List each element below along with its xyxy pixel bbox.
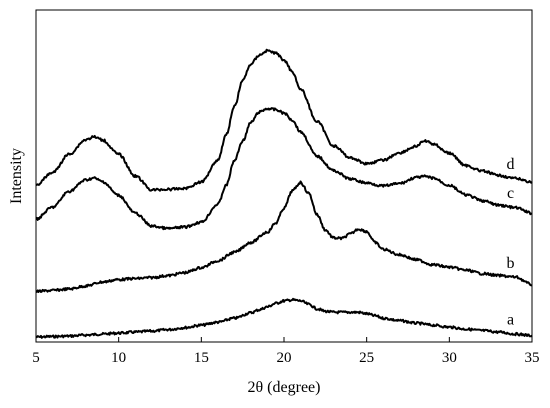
series-line-d [35,48,533,192]
series-line-a [35,297,533,339]
series-line-b [35,180,533,293]
x-tick-label: 35 [525,350,540,366]
series-line-c [35,107,533,231]
x-tick-label: 5 [32,350,40,366]
series-label-layer: a b cd [507,156,515,329]
y-axis-title: Intensity [8,148,25,204]
x-tick-label: 30 [442,350,457,366]
x-axis: 5 10 15 20 25 30 35 [32,337,540,366]
series-label-d: d [507,156,515,173]
x-tick-label: 15 [194,350,209,366]
series-layer [35,48,533,339]
x-axis-title: 2θ (degree) [248,379,321,396]
x-tick-label: 20 [277,350,292,366]
x-tick-label: 10 [111,350,126,366]
series-label-a: a [507,312,514,329]
series-label-c: c [507,185,514,202]
x-tick-label: 25 [359,350,374,366]
series-label-b: b [507,255,515,272]
